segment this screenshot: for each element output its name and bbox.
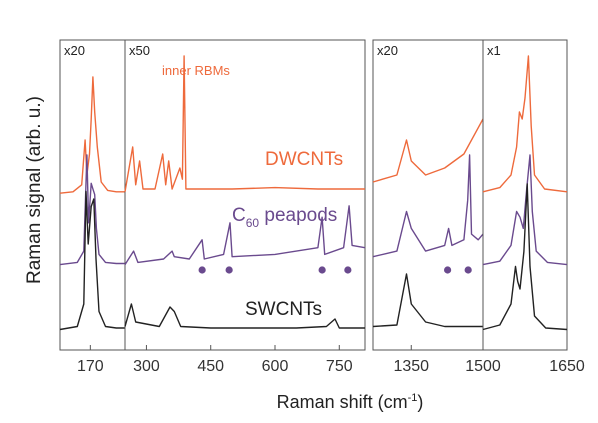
x-tick-label-rbm2-750: 750 — [326, 358, 353, 375]
series-line-dwcnt-d_band — [372, 118, 484, 183]
panel-frame-d_band — [372, 39, 484, 351]
x-axis-label-end: ) — [417, 392, 423, 412]
x-tick-label-d_band-1350: 1350 — [393, 358, 429, 375]
series-label-peapod-main: C — [232, 205, 246, 226]
panel-frame-g_band — [482, 39, 568, 351]
series-line-dwcnt-g_band — [482, 55, 568, 193]
series-line-swcnt-g_band — [482, 183, 568, 331]
series-line-swcnt-d_band — [372, 273, 483, 328]
peak-marker-rbm2-493 — [225, 266, 233, 274]
x-axis-label-sup: -1 — [408, 392, 418, 404]
series-line-swcnt-rbm1 — [59, 190, 125, 331]
x-tick-label-rbm2-300: 300 — [133, 358, 160, 375]
series-line-dwcnt-rbm1 — [59, 76, 125, 194]
peak-marker-d_band-1426 — [444, 266, 452, 274]
series-label-peapod-sub: 60 — [246, 216, 260, 230]
labels-group: Raman signal (arb. u.) Raman shift (cm-1… — [24, 63, 423, 412]
series-label-peapod-rest: peapods — [259, 205, 337, 226]
peak-marker-d_band-1469 — [464, 266, 472, 274]
peak-marker-rbm2-430 — [198, 266, 206, 274]
x-tick-label-rbm2-600: 600 — [262, 358, 289, 375]
inner-rbm-annotation: inner RBMs — [162, 63, 230, 78]
scale-label-rbm2: x50 — [129, 43, 150, 58]
x-tick-label-g_band-1650: 1650 — [549, 358, 585, 375]
scale-label-g_band: x1 — [487, 43, 501, 58]
panels-group: x20 170 x50 300 450 600 750 x20 1350 1500 x1 1650 — [59, 39, 585, 375]
x-tick-label-d_band-1500: 1500 — [465, 358, 501, 375]
scale-label-rbm1: x20 — [64, 43, 85, 58]
series-line-peapod-rbm2 — [124, 205, 366, 265]
series-line-peapod-rbm1 — [59, 154, 125, 266]
series-label-dwcnt: DWCNTs — [265, 149, 343, 170]
series-line-dwcnt-rbm2 — [124, 55, 365, 192]
peak-marker-rbm2-770 — [344, 266, 352, 274]
scale-label-d_band: x20 — [377, 43, 398, 58]
series-label-swcnt: SWCNTs — [245, 299, 322, 320]
peak-marker-rbm2-710 — [318, 266, 326, 274]
x-axis-label-main: Raman shift (cm — [277, 392, 408, 412]
series-label-peapod: C60 peapods — [232, 205, 337, 230]
x-axis-label: Raman shift (cm-1) — [277, 392, 424, 412]
panel-frame-rbm2 — [124, 39, 366, 351]
series-line-peapod-g_band — [482, 154, 568, 266]
x-tick-label-rbm2-450: 450 — [197, 358, 224, 375]
y-axis-label: Raman signal (arb. u.) — [24, 96, 45, 284]
series-line-peapod-d_band — [372, 154, 484, 258]
x-tick-label-rbm1-170: 170 — [77, 358, 104, 375]
series-line-swcnt-rbm2 — [124, 303, 365, 329]
